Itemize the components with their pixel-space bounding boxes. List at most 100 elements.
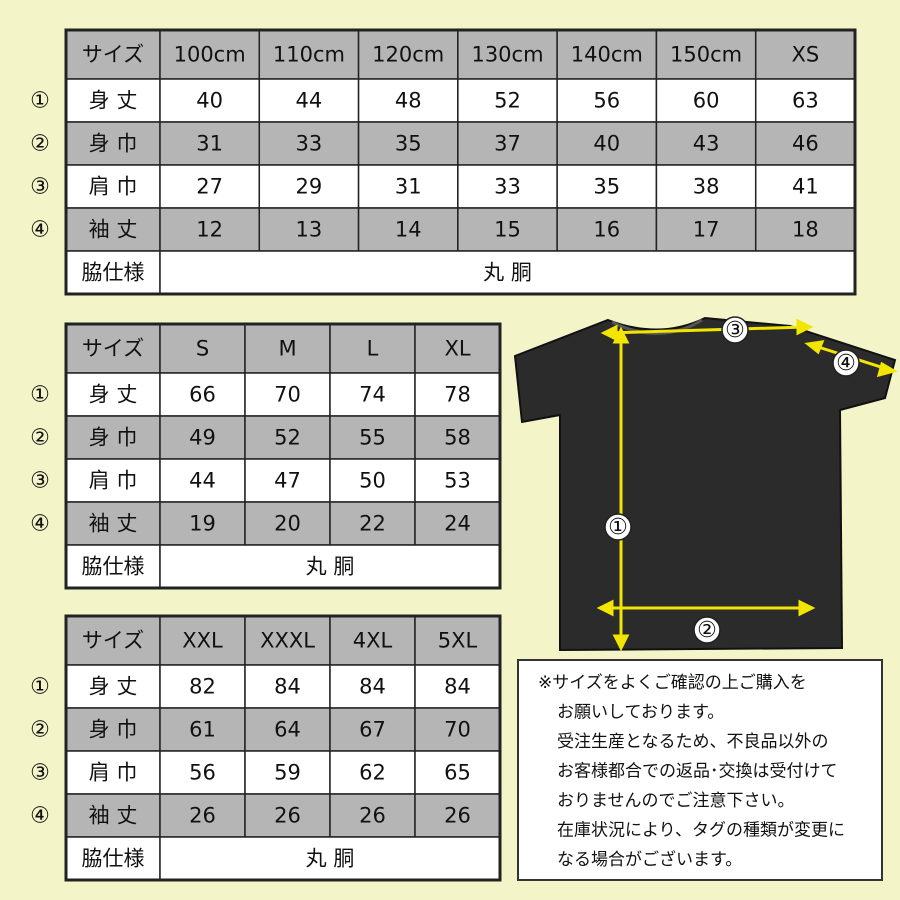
header-text: 110cm	[273, 43, 345, 67]
row-label: 肩 巾	[89, 175, 138, 199]
value-text: 35	[395, 132, 422, 156]
value-cell	[457, 78, 558, 123]
row-label: 肩 巾	[89, 761, 138, 785]
header-cell	[65, 323, 161, 374]
value-cell	[159, 78, 261, 123]
value-text: 38	[693, 175, 720, 199]
table-border	[64, 28, 857, 296]
row-marker: ④	[30, 804, 50, 829]
row-marker: ②	[30, 132, 50, 157]
header-cell	[159, 323, 246, 374]
value-cell	[244, 750, 331, 795]
note-line: なる場合がございます。	[557, 849, 742, 870]
value-cell	[457, 121, 558, 166]
value-text: 37	[494, 132, 521, 156]
value-text: 56	[189, 761, 216, 785]
row-label: 袖 丈	[89, 218, 138, 242]
row-marker: ①	[30, 675, 50, 700]
value-text: 17	[693, 218, 720, 242]
note-line: お客様都合での返品･交換は受付けて	[557, 762, 838, 782]
header-text: S	[196, 337, 209, 361]
value-cell	[414, 415, 501, 460]
row-label-cell	[65, 750, 161, 795]
value-text: 22	[359, 512, 386, 536]
header-text: 4XL	[353, 629, 393, 653]
header-cell	[244, 615, 331, 666]
row-label-cell	[65, 458, 161, 503]
value-text: 29	[296, 175, 323, 199]
row-label-cell	[65, 78, 161, 123]
value-text: 26	[274, 804, 301, 828]
value-cell	[159, 415, 246, 460]
value-text: 52	[494, 89, 521, 113]
value-text: 58	[444, 426, 471, 450]
value-text: 64	[274, 718, 301, 742]
value-text: 78	[444, 383, 471, 407]
value-text: 15	[494, 218, 521, 242]
diagram-label: ②	[697, 618, 717, 643]
size-table: サイズ 100cm 110cm 120cm 130cm 140cm 150cm XS ① 身 丈 4…	[30, 28, 857, 296]
footer-label-cell	[65, 544, 161, 589]
value-text: 62	[359, 761, 386, 785]
row-label: 身 巾	[89, 426, 138, 450]
header-text: サイズ	[82, 43, 144, 67]
row-marker: ④	[30, 512, 50, 537]
footer-label-cell	[65, 250, 161, 295]
header-text: XL	[444, 337, 470, 361]
row-label: 袖 丈	[89, 804, 138, 828]
value-cell	[329, 372, 416, 417]
size-table: サイズ S M L XL ① 身 丈 66 70 74 78 ② 身 巾 49 52 55 58 ③ 肩 巾 44 47…	[30, 322, 502, 590]
row-label-cell	[65, 664, 161, 709]
header-text: サイズ	[82, 337, 144, 361]
value-text: 33	[494, 175, 521, 199]
value-text: 18	[792, 218, 819, 242]
value-text: 49	[189, 426, 216, 450]
value-text: 44	[189, 469, 216, 493]
header-cell	[754, 29, 856, 80]
note-line: おりませんのでご注意下さい。	[557, 791, 795, 811]
value-text: 84	[359, 675, 386, 699]
header-text: L	[367, 337, 379, 361]
value-text: 67	[359, 718, 386, 742]
value-cell	[754, 207, 856, 252]
value-cell	[754, 164, 856, 209]
value-cell	[357, 207, 459, 252]
row-label-cell	[65, 501, 161, 546]
value-text: 70	[444, 718, 471, 742]
row-marker: ①	[30, 89, 50, 114]
header-text: XXXL	[260, 629, 315, 653]
row-label: 身 丈	[89, 675, 138, 699]
row-marker: ③	[30, 761, 50, 786]
value-cell	[655, 207, 757, 252]
value-text: 19	[189, 512, 216, 536]
value-cell	[258, 164, 360, 209]
row-label-cell	[65, 372, 161, 417]
value-text: 16	[593, 218, 620, 242]
value-text: 50	[359, 469, 386, 493]
note-line: 受注生産となるため、不良品以外の	[557, 732, 829, 752]
value-cell	[556, 207, 658, 252]
value-text: 44	[296, 89, 323, 113]
value-cell	[159, 707, 246, 752]
row-label: 身 丈	[89, 89, 138, 113]
value-text: 65	[444, 761, 471, 785]
value-text: 33	[296, 132, 323, 156]
value-text: 12	[196, 218, 223, 242]
header-text: 100cm	[174, 43, 246, 67]
value-text: 46	[792, 132, 819, 156]
value-text: 66	[189, 383, 216, 407]
value-text: 41	[792, 175, 819, 199]
value-text: 13	[296, 218, 323, 242]
header-text: XS	[791, 43, 819, 67]
notes-box	[517, 659, 883, 881]
header-cell	[329, 615, 416, 666]
header-text: 140cm	[571, 43, 643, 67]
footer-value: 丸 胴	[306, 847, 355, 871]
row-marker: ③	[30, 175, 50, 200]
value-text: 61	[189, 718, 216, 742]
footer-label: 脇仕様	[82, 555, 145, 579]
footer-label: 脇仕様	[82, 261, 145, 285]
header-cell	[556, 29, 658, 80]
label-circle	[604, 513, 632, 541]
footer-value: 丸 胴	[306, 555, 355, 579]
